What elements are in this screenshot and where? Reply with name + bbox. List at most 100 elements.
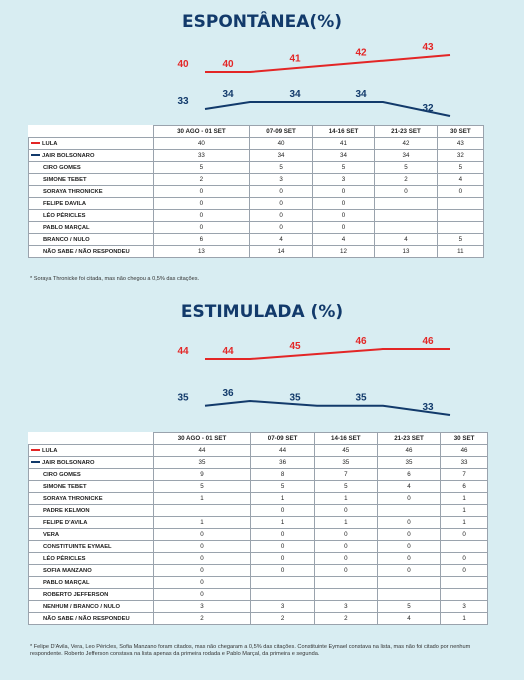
value-cell: 0: [313, 552, 378, 565]
espontanea-title: ESPONTÂNEA(%): [182, 12, 342, 32]
value-cell: 0: [376, 564, 442, 577]
value-cell: 34: [249, 149, 313, 162]
value-cell: 35: [152, 456, 252, 469]
value-cell: 12: [311, 245, 376, 258]
value-cell: 0: [376, 528, 442, 541]
table-row: CIRO GOMES 9 8 7 6 7: [28, 468, 488, 481]
candidate-name: JAIR BOLSONARO: [28, 149, 154, 162]
value-cell: 44: [152, 444, 252, 457]
value-cell: 43: [436, 137, 485, 150]
value-cell: [436, 209, 485, 222]
value-cell: 0: [250, 540, 315, 553]
value-cell: 0: [313, 540, 378, 553]
period-header: 30 AGO - 01 SET: [152, 125, 251, 138]
data-label: 41: [289, 53, 301, 64]
value-cell: 3: [152, 600, 252, 613]
candidate-name: LULA: [28, 137, 154, 150]
period-header: 30 AGO - 01 SET: [152, 432, 252, 445]
value-cell: 3: [249, 173, 313, 186]
value-cell: 5: [436, 161, 485, 174]
value-cell: 0: [152, 209, 251, 222]
candidate-name: PABLO MARÇAL: [28, 576, 154, 589]
candidate-name: NÃO SABE / NÃO RESPONDEU: [28, 245, 154, 258]
value-cell: 2: [313, 612, 378, 625]
value-cell: [436, 197, 485, 210]
header-blank: [29, 433, 154, 445]
espontanea-line-chart: 40 40 41 42 43 33 34 34 34 32: [177, 42, 451, 117]
value-cell: 0: [376, 492, 442, 505]
value-cell: 1: [250, 492, 315, 505]
value-cell: 0: [250, 504, 315, 517]
value-cell: [374, 221, 438, 234]
value-cell: 0: [152, 576, 252, 589]
value-cell: 7: [313, 468, 378, 481]
candidate-name: CIRO GOMES: [28, 161, 154, 174]
value-cell: 45: [313, 444, 378, 457]
candidate-name: NENHUM / BRANCO / NULO: [28, 600, 154, 613]
value-cell: [376, 576, 442, 589]
candidate-name: PADRE KELMON: [28, 504, 154, 517]
series-line-lula: [205, 348, 450, 360]
value-cell: 14: [249, 245, 313, 258]
value-cell: 0: [440, 564, 488, 577]
value-cell: 0: [250, 552, 315, 565]
value-cell: 0: [311, 221, 376, 234]
value-cell: 34: [311, 149, 376, 162]
value-cell: 5: [374, 161, 438, 174]
data-label: 34: [355, 89, 367, 100]
estimulada-table: 30 AGO - 01 SET 07-09 SET 14-16 SET 21-23 S…: [28, 432, 488, 625]
value-cell: 1: [440, 492, 488, 505]
table-row: CIRO GOMES 5 5 5 5 5: [28, 161, 485, 174]
period-header: 21-23 SET: [376, 432, 442, 445]
value-cell: 0: [311, 209, 376, 222]
table-row: LULA 44 44 45 46 46: [28, 444, 488, 457]
value-cell: 0: [250, 528, 315, 541]
value-cell: 40: [152, 137, 251, 150]
value-cell: 13: [374, 245, 438, 258]
table-row: LÉO PÉRICLES 0 0 0 0 0: [28, 552, 488, 565]
table-row: CONSTITUINTE EYMAEL 0 0 0 0: [28, 540, 488, 553]
value-cell: 0: [152, 552, 252, 565]
value-cell: 1: [440, 516, 488, 529]
legend-swatch: [31, 153, 40, 156]
value-cell: 3: [311, 173, 376, 186]
data-label: 33: [422, 402, 434, 413]
value-cell: 35: [376, 456, 442, 469]
value-cell: 0: [152, 221, 251, 234]
value-cell: 4: [311, 233, 376, 246]
data-label: 35: [289, 393, 301, 404]
value-cell: 0: [249, 209, 313, 222]
table-row: JAIR BOLSONARO 33 34 34 34 32: [28, 149, 485, 162]
value-cell: [152, 504, 252, 517]
table-row: SIMONE TEBET 5 5 5 4 6: [28, 480, 488, 493]
table-row: SORAYA THRONICKE 0 0 0 0 0: [28, 185, 485, 198]
value-cell: 0: [249, 197, 313, 210]
table-row: SIMONE TEBET 2 3 3 2 4: [28, 173, 485, 186]
candidate-name: SORAYA THRONICKE: [28, 492, 154, 505]
value-cell: 0: [313, 564, 378, 577]
value-cell: 2: [152, 612, 252, 625]
value-cell: 6: [152, 233, 251, 246]
value-cell: 5: [152, 480, 252, 493]
value-cell: 5: [313, 480, 378, 493]
header-blank: [29, 126, 154, 138]
candidate-name: FELIPE D'AVILA: [28, 516, 154, 529]
data-label: 32: [422, 103, 434, 114]
value-cell: 2: [250, 612, 315, 625]
value-cell: [440, 588, 488, 601]
data-label: 45: [289, 341, 301, 352]
candidate-name: BRANCO / NULO: [28, 233, 154, 246]
value-cell: 1: [152, 516, 252, 529]
value-cell: 2: [152, 173, 251, 186]
table-row: LÉO PÉRICLES 0 0 0: [28, 209, 485, 222]
table-row: PABLO MARÇAL 0: [28, 576, 488, 589]
value-cell: [250, 588, 315, 601]
value-cell: 11: [436, 245, 485, 258]
candidate-name: JAIR BOLSONARO: [28, 456, 154, 469]
value-cell: 0: [436, 185, 485, 198]
value-cell: [313, 576, 378, 589]
value-cell: 33: [440, 456, 488, 469]
table-row: PABLO MARÇAL 0 0 0: [28, 221, 485, 234]
data-label: 35: [355, 393, 367, 404]
legend-swatch: [31, 141, 40, 144]
